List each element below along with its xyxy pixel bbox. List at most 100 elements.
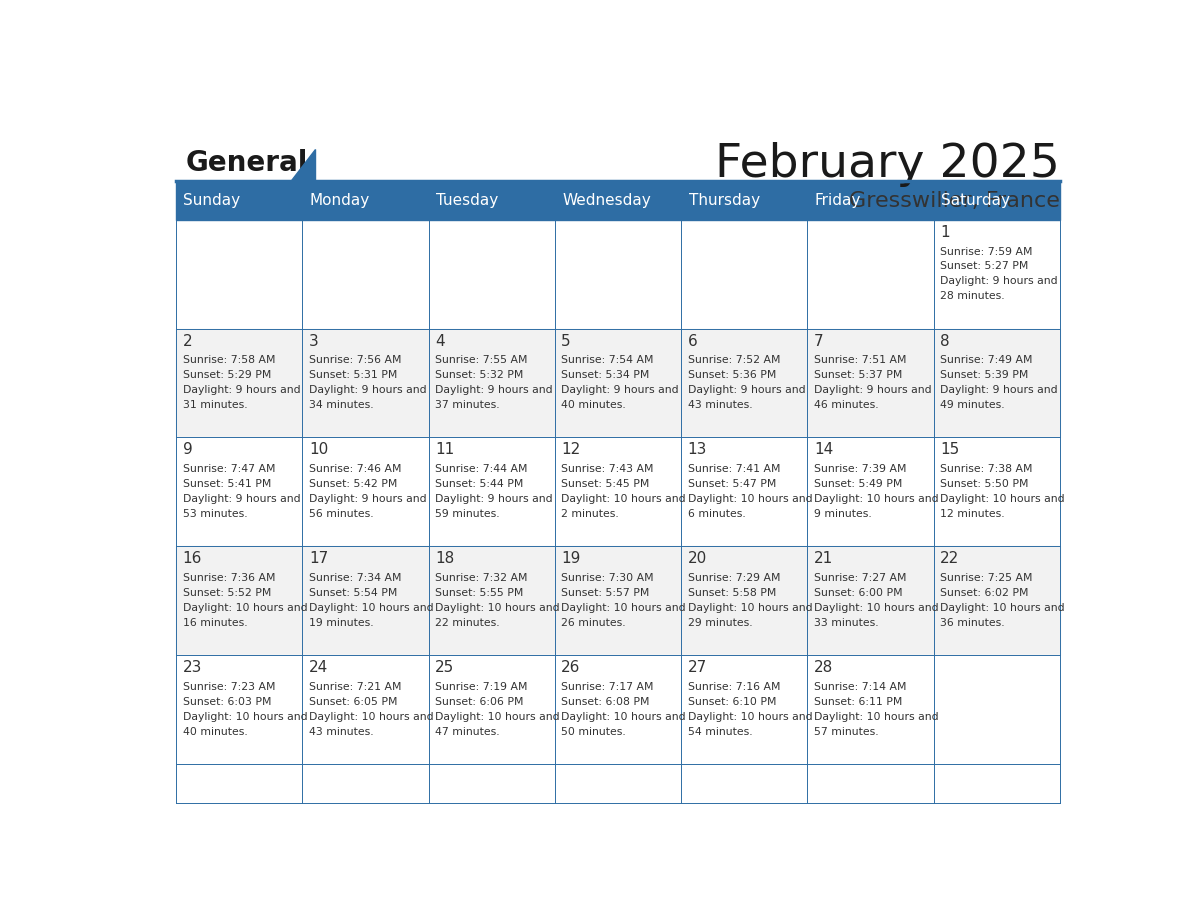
Text: 47 minutes.: 47 minutes. bbox=[435, 726, 500, 736]
Text: 13: 13 bbox=[688, 442, 707, 457]
Text: 9: 9 bbox=[183, 442, 192, 457]
Text: Sunrise: 7:54 AM: Sunrise: 7:54 AM bbox=[562, 355, 653, 365]
Text: Sunrise: 7:23 AM: Sunrise: 7:23 AM bbox=[183, 682, 276, 692]
Text: Friday: Friday bbox=[815, 193, 861, 207]
Text: Sunset: 5:41 PM: Sunset: 5:41 PM bbox=[183, 479, 271, 489]
Text: 18: 18 bbox=[435, 551, 454, 566]
Text: 26: 26 bbox=[562, 660, 581, 675]
Text: 37 minutes.: 37 minutes. bbox=[435, 400, 500, 410]
Bar bbox=[808, 329, 934, 438]
Text: Sunset: 5:37 PM: Sunset: 5:37 PM bbox=[814, 370, 902, 380]
Bar bbox=[176, 219, 303, 329]
Text: Daylight: 9 hours and: Daylight: 9 hours and bbox=[940, 386, 1057, 395]
Text: Daylight: 9 hours and: Daylight: 9 hours and bbox=[183, 386, 301, 395]
Text: 15: 15 bbox=[940, 442, 960, 457]
Text: 25: 25 bbox=[435, 660, 454, 675]
Text: Sunset: 5:57 PM: Sunset: 5:57 PM bbox=[562, 588, 650, 598]
Bar bbox=[429, 655, 555, 764]
Bar bbox=[303, 546, 429, 655]
Bar bbox=[934, 219, 1060, 329]
Text: 3: 3 bbox=[309, 333, 318, 349]
Bar bbox=[176, 655, 303, 764]
Text: Sunrise: 7:21 AM: Sunrise: 7:21 AM bbox=[309, 682, 402, 692]
Text: 10: 10 bbox=[309, 442, 328, 457]
Text: 4: 4 bbox=[435, 333, 444, 349]
Text: Daylight: 10 hours and: Daylight: 10 hours and bbox=[688, 494, 813, 504]
Text: Sunset: 5:54 PM: Sunset: 5:54 PM bbox=[309, 588, 397, 598]
Text: Sunset: 5:44 PM: Sunset: 5:44 PM bbox=[435, 479, 524, 489]
Text: 40 minutes.: 40 minutes. bbox=[183, 726, 247, 736]
Text: Daylight: 10 hours and: Daylight: 10 hours and bbox=[183, 603, 308, 613]
Text: Sunrise: 7:17 AM: Sunrise: 7:17 AM bbox=[562, 682, 653, 692]
Bar bbox=[681, 546, 808, 655]
Text: 8: 8 bbox=[940, 333, 949, 349]
Text: Monday: Monday bbox=[310, 193, 369, 207]
Text: 27: 27 bbox=[688, 660, 707, 675]
Text: Daylight: 9 hours and: Daylight: 9 hours and bbox=[435, 494, 552, 504]
Text: 34 minutes.: 34 minutes. bbox=[309, 400, 373, 410]
Bar bbox=[934, 546, 1060, 655]
Text: 36 minutes.: 36 minutes. bbox=[940, 618, 1005, 628]
Text: 57 minutes.: 57 minutes. bbox=[814, 726, 879, 736]
Bar bbox=[681, 329, 808, 438]
Text: February 2025: February 2025 bbox=[715, 142, 1060, 187]
Text: Sunset: 6:06 PM: Sunset: 6:06 PM bbox=[435, 697, 524, 707]
Text: Sunset: 5:29 PM: Sunset: 5:29 PM bbox=[183, 370, 271, 380]
Bar bbox=[429, 546, 555, 655]
Text: Sunset: 5:27 PM: Sunset: 5:27 PM bbox=[940, 262, 1029, 272]
Text: Daylight: 9 hours and: Daylight: 9 hours and bbox=[183, 494, 301, 504]
Text: 22 minutes.: 22 minutes. bbox=[435, 618, 500, 628]
Text: Sunset: 5:45 PM: Sunset: 5:45 PM bbox=[562, 479, 650, 489]
Text: 59 minutes.: 59 minutes. bbox=[435, 509, 500, 519]
Bar bbox=[808, 546, 934, 655]
Bar bbox=[808, 655, 934, 764]
Bar bbox=[555, 219, 681, 329]
Text: Sunset: 6:02 PM: Sunset: 6:02 PM bbox=[940, 588, 1029, 598]
Text: Daylight: 10 hours and: Daylight: 10 hours and bbox=[435, 603, 560, 613]
Text: 33 minutes.: 33 minutes. bbox=[814, 618, 879, 628]
Text: 11: 11 bbox=[435, 442, 454, 457]
Text: Thursday: Thursday bbox=[689, 193, 759, 207]
Text: Daylight: 10 hours and: Daylight: 10 hours and bbox=[814, 494, 939, 504]
Text: 2 minutes.: 2 minutes. bbox=[562, 509, 619, 519]
Text: Sunset: 5:55 PM: Sunset: 5:55 PM bbox=[435, 588, 524, 598]
Text: Sunrise: 7:49 AM: Sunrise: 7:49 AM bbox=[940, 355, 1032, 365]
Text: Sunrise: 7:55 AM: Sunrise: 7:55 AM bbox=[435, 355, 527, 365]
Text: Daylight: 10 hours and: Daylight: 10 hours and bbox=[309, 711, 434, 722]
Bar bbox=[176, 438, 303, 546]
Text: Tuesday: Tuesday bbox=[436, 193, 498, 207]
Text: 14: 14 bbox=[814, 442, 833, 457]
Text: Daylight: 10 hours and: Daylight: 10 hours and bbox=[814, 603, 939, 613]
Text: Sunset: 6:11 PM: Sunset: 6:11 PM bbox=[814, 697, 902, 707]
Text: Sunrise: 7:52 AM: Sunrise: 7:52 AM bbox=[688, 355, 781, 365]
Text: Sunrise: 7:36 AM: Sunrise: 7:36 AM bbox=[183, 573, 276, 583]
Text: Sunrise: 7:43 AM: Sunrise: 7:43 AM bbox=[562, 465, 653, 475]
Text: Sunrise: 7:51 AM: Sunrise: 7:51 AM bbox=[814, 355, 906, 365]
Text: Daylight: 9 hours and: Daylight: 9 hours and bbox=[814, 386, 931, 395]
Text: Sunrise: 7:27 AM: Sunrise: 7:27 AM bbox=[814, 573, 906, 583]
Text: 7: 7 bbox=[814, 333, 823, 349]
Text: Sunset: 5:31 PM: Sunset: 5:31 PM bbox=[309, 370, 397, 380]
Text: Sunset: 5:34 PM: Sunset: 5:34 PM bbox=[562, 370, 650, 380]
Text: Sunset: 5:42 PM: Sunset: 5:42 PM bbox=[309, 479, 397, 489]
Bar bbox=[303, 329, 429, 438]
Text: Sunrise: 7:32 AM: Sunrise: 7:32 AM bbox=[435, 573, 527, 583]
Text: 6: 6 bbox=[688, 333, 697, 349]
Text: Sunset: 5:39 PM: Sunset: 5:39 PM bbox=[940, 370, 1029, 380]
Text: Daylight: 10 hours and: Daylight: 10 hours and bbox=[688, 711, 813, 722]
Text: Sunset: 5:58 PM: Sunset: 5:58 PM bbox=[688, 588, 776, 598]
Text: Sunset: 5:36 PM: Sunset: 5:36 PM bbox=[688, 370, 776, 380]
Text: 49 minutes.: 49 minutes. bbox=[940, 400, 1005, 410]
Text: Sunrise: 7:58 AM: Sunrise: 7:58 AM bbox=[183, 355, 276, 365]
Text: Sunset: 6:10 PM: Sunset: 6:10 PM bbox=[688, 697, 776, 707]
Text: Sunset: 5:52 PM: Sunset: 5:52 PM bbox=[183, 588, 271, 598]
Text: Daylight: 10 hours and: Daylight: 10 hours and bbox=[309, 603, 434, 613]
Text: 1: 1 bbox=[940, 225, 949, 240]
Text: 9 minutes.: 9 minutes. bbox=[814, 509, 872, 519]
Bar bbox=[303, 438, 429, 546]
Text: Sunset: 6:03 PM: Sunset: 6:03 PM bbox=[183, 697, 271, 707]
Text: Sunrise: 7:30 AM: Sunrise: 7:30 AM bbox=[562, 573, 653, 583]
Text: 28 minutes.: 28 minutes. bbox=[940, 291, 1005, 301]
Text: Sunset: 6:00 PM: Sunset: 6:00 PM bbox=[814, 588, 903, 598]
Text: 16: 16 bbox=[183, 551, 202, 566]
